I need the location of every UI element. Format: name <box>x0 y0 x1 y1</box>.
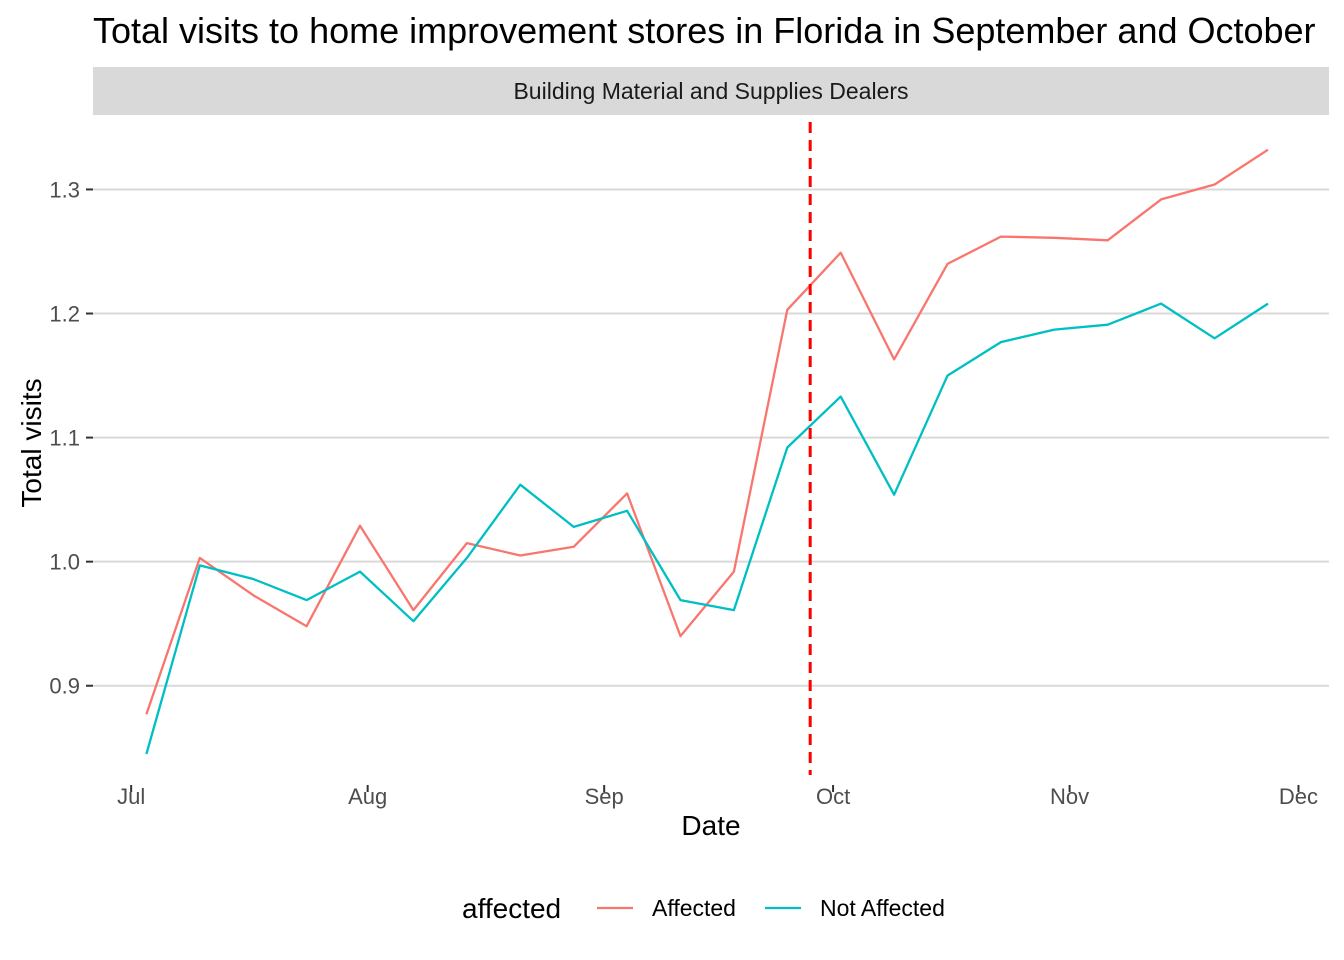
facet-strip-label: Building Material and Supplies Dealers <box>513 78 908 104</box>
x-axis-title: Date <box>681 810 740 841</box>
series-line-not-affected <box>145 302 1269 755</box>
series-lines <box>145 148 1269 755</box>
facet-strip <box>93 67 1329 115</box>
y-axis-title: Total visits <box>16 378 47 507</box>
legend-label-not-affected: Not Affected <box>820 895 945 921</box>
y-axis: 0.9 1.0 1.1 1.2 1.3 <box>49 177 93 699</box>
x-tick-label: Dec <box>1279 784 1318 809</box>
x-tick-label: Nov <box>1050 784 1089 809</box>
x-axis: Jul Aug Sep Oct Nov Dec <box>117 784 1318 809</box>
y-tick-label: 1.1 <box>49 426 80 451</box>
legend-label-affected: Affected <box>652 895 736 921</box>
legend-title: affected <box>462 893 561 924</box>
y-tick-label: 1.2 <box>49 302 80 327</box>
y-tick-label: 0.9 <box>49 674 80 699</box>
x-tick-label: Aug <box>348 784 387 809</box>
x-tick-label: Jul <box>117 784 145 809</box>
y-tick-label: 1.3 <box>49 177 80 202</box>
chart-title: Total visits to home improvement stores … <box>93 10 1316 51</box>
x-tick-label: Oct <box>816 784 850 809</box>
y-tick-label: 1.0 <box>49 550 80 575</box>
legend: affected Affected Not Affected <box>462 893 945 924</box>
x-tick-label: Sep <box>585 784 624 809</box>
series-line-affected <box>145 148 1269 715</box>
grid-lines <box>93 188 1329 687</box>
